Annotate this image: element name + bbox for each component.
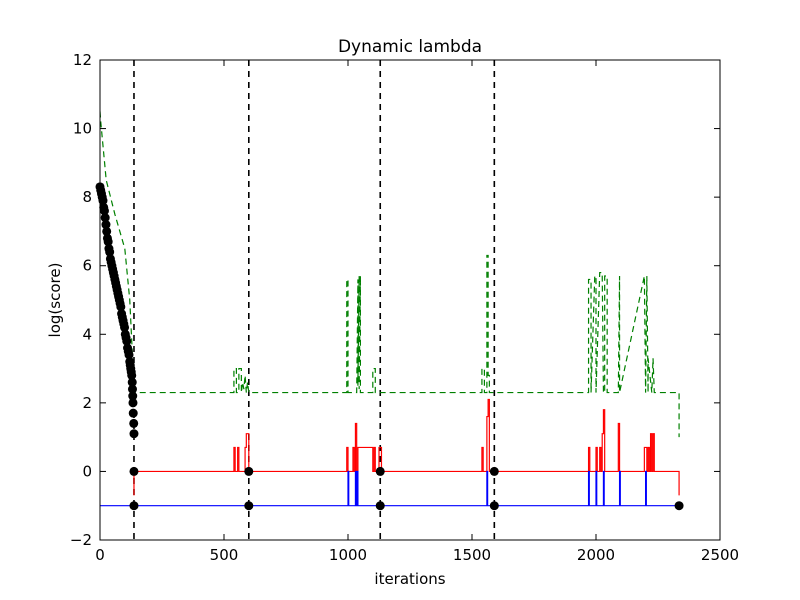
marker-point-44 [127,370,137,380]
marker-point-46 [127,384,137,394]
marker-point-51 [129,429,139,439]
chart-title: Dynamic lambda [338,37,482,57]
series-blue-line [100,470,680,507]
x-tick-label-4: 2000 [577,546,615,564]
marker-point-4 [98,196,108,206]
x-tick-label-1: 500 [210,546,239,564]
x-tick-label-3: 1500 [453,546,491,564]
marker-point-55 [244,501,254,511]
y-tick-label-5: 8 [82,188,92,206]
x-tick-label-2: 1000 [329,546,367,564]
marker-point-59 [489,501,499,511]
marker-point-39 [124,350,134,360]
marker-point-33 [120,322,130,332]
y-tick-label-0: −2 [70,531,92,549]
y-tick-label-1: 0 [82,462,92,480]
plot-frame [99,59,721,541]
marker-point-58 [489,466,499,476]
marker-point-48 [128,398,138,408]
marker-point-7 [100,213,110,223]
marker-point-49 [128,408,138,418]
marker-point-52 [129,466,139,476]
y-tick-label-4: 6 [82,257,92,275]
x-axis-title: iterations [374,570,445,588]
plot-area [95,60,684,540]
x-tick-label-0: 0 [95,546,105,564]
marker-point-13 [105,247,115,257]
marker-point-50 [129,418,139,428]
marker-point-54 [244,466,254,476]
marker-point-53 [129,501,139,511]
marker-point-57 [375,501,385,511]
marker-point-6 [99,206,109,216]
y-tick-label-6: 10 [73,120,92,138]
marker-point-45 [127,377,137,387]
y-tick-label-3: 4 [82,325,92,343]
marker-point-11 [103,237,113,247]
y-tick-label-7: 12 [73,51,92,69]
marker-point-56 [375,466,385,476]
series-green-line [100,111,680,438]
marker-point-9 [102,226,112,236]
x-tick-label-5: 2500 [701,546,739,564]
y-tick-label-2: 2 [82,394,92,412]
marker-point-36 [122,336,132,346]
marker-point-8 [101,220,111,230]
marker-point-47 [128,391,138,401]
y-axis-title: log(score) [46,263,64,338]
marker-point-60 [674,501,684,511]
marker-point-28 [116,302,126,312]
